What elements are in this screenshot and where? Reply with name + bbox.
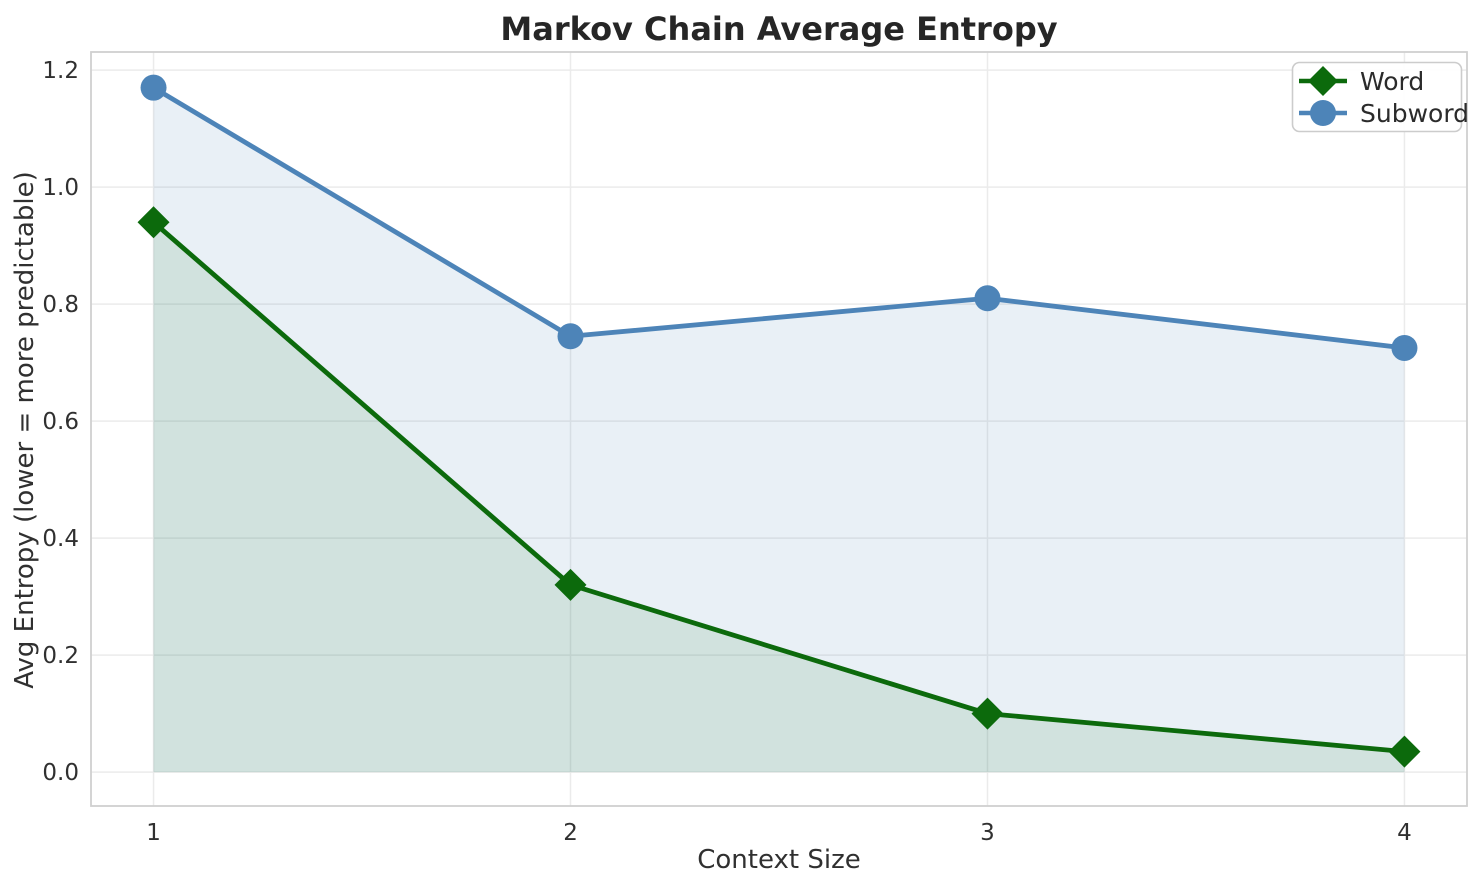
gridlines <box>91 52 1467 806</box>
y-tick-label: 0.8 <box>42 292 79 318</box>
subword-data-point-circle <box>974 285 1001 312</box>
y-tick-label: 1.0 <box>42 175 79 201</box>
area-fills <box>153 87 1405 773</box>
subword-legend-circle-icon <box>1310 100 1336 126</box>
y-tick-label: 0.6 <box>42 409 79 435</box>
y-tick-label: 0.2 <box>42 643 79 669</box>
tick-labels: 0.0 0.2 0.4 0.6 0.8 1.0 1.2 1 2 3 4 <box>42 58 1411 846</box>
legend-label-subword: Subword <box>1360 99 1469 128</box>
word-data-point-diamond <box>137 206 170 239</box>
x-tick-label: 3 <box>980 820 995 846</box>
series-lines <box>151 85 1407 754</box>
y-tick-label: 0.0 <box>42 760 79 786</box>
word-area-fill <box>153 222 1405 773</box>
y-tick-label: 1.2 <box>42 58 79 84</box>
plot-border <box>90 51 1468 807</box>
word-series-line <box>151 219 1407 754</box>
legend: Word Subword <box>1291 61 1469 133</box>
x-tick-label: 1 <box>146 820 161 846</box>
word-legend-diamond-icon <box>1308 66 1338 96</box>
chart-title: Markov Chain Average Entropy <box>500 10 1057 48</box>
legend-label-word: Word <box>1360 67 1424 96</box>
subword-area-fill <box>153 87 1405 773</box>
plot-background <box>91 52 1467 806</box>
y-tick-label: 0.4 <box>42 526 79 552</box>
word-data-point-diamond <box>554 568 587 601</box>
word-data-point-diamond <box>1388 735 1421 768</box>
y-axis-label: Avg Entropy (lower = more predictable) <box>10 171 40 689</box>
subword-data-point-circle <box>557 323 584 350</box>
word-data-point-diamond <box>971 697 1004 730</box>
x-tick-label: 2 <box>563 820 578 846</box>
x-tick-label: 4 <box>1397 820 1412 846</box>
subword-series-line <box>151 85 1407 351</box>
subword-data-point-circle <box>140 74 167 101</box>
data-markers <box>137 74 1421 768</box>
subword-data-point-circle <box>1391 334 1418 361</box>
x-axis-label: Context Size <box>697 845 861 875</box>
